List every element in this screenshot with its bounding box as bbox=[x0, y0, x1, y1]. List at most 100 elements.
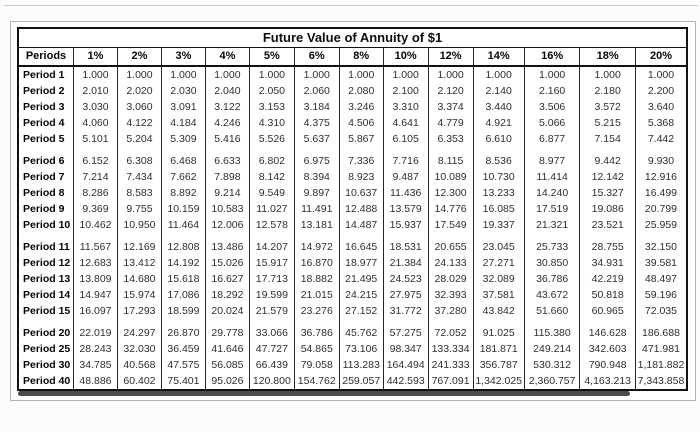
column-header-rate: 20% bbox=[634, 47, 688, 67]
value-cell: 47.575 bbox=[160, 357, 206, 373]
value-cell: 43.672 bbox=[523, 287, 581, 303]
column-header-rate: 16% bbox=[523, 47, 581, 67]
table-row: Period 10 10.462 10.950 11.464 12.006 12.578 1… bbox=[17, 217, 688, 233]
value-cell: 3.246 bbox=[338, 99, 384, 115]
value-cell: 9.549 bbox=[248, 185, 295, 201]
value-cell: 442.593 bbox=[382, 373, 429, 390]
value-cell: 249.214 bbox=[523, 341, 581, 357]
value-cell: 45.762 bbox=[338, 325, 384, 341]
period-label-cell: Period 2 bbox=[17, 83, 74, 99]
table-row: Period 6 6.152 6.308 6.468 6.633 6.802 6.975 7.… bbox=[17, 153, 688, 169]
table-row: Period 25 28.243 32.030 36.459 41.646 47.727 5… bbox=[17, 341, 688, 357]
value-cell: 8.536 bbox=[472, 153, 525, 169]
value-cell: 2.100 bbox=[382, 83, 429, 99]
value-cell: 91.025 bbox=[472, 325, 525, 341]
value-cell: 530.312 bbox=[523, 357, 581, 373]
value-cell: 32.030 bbox=[116, 341, 162, 357]
value-cell: 36.459 bbox=[160, 341, 206, 357]
value-cell: 32.089 bbox=[472, 271, 525, 287]
value-cell: 15.974 bbox=[116, 287, 162, 303]
value-cell: 5.309 bbox=[160, 131, 206, 147]
value-cell: 27.271 bbox=[472, 255, 525, 271]
value-cell: 8.142 bbox=[248, 169, 295, 185]
group-gap-cell bbox=[634, 319, 688, 325]
column-header-rate: 8% bbox=[338, 47, 384, 67]
period-label-cell: Period 5 bbox=[17, 131, 74, 147]
value-cell: 37.581 bbox=[472, 287, 525, 303]
value-cell: 2.140 bbox=[472, 83, 525, 99]
annuity-table-container: Future Value of Annuity of $1 Periods 1%… bbox=[17, 27, 688, 395]
value-cell: 4.122 bbox=[116, 115, 162, 131]
period-label-cell: Period 4 bbox=[17, 115, 74, 131]
group-gap-cell bbox=[204, 233, 250, 239]
column-header-rate: 10% bbox=[382, 47, 429, 67]
value-cell: 21.015 bbox=[293, 287, 340, 303]
value-cell: 13.412 bbox=[116, 255, 162, 271]
value-cell: 3.310 bbox=[382, 99, 429, 115]
value-cell: 16.627 bbox=[204, 271, 250, 287]
table-row: Period 9 9.369 9.755 10.159 10.583 11.027 11.4… bbox=[17, 201, 688, 217]
value-cell: 56.085 bbox=[204, 357, 250, 373]
group-gap-cell bbox=[472, 147, 525, 153]
value-cell: 120.800 bbox=[248, 373, 295, 390]
value-cell: 16.870 bbox=[293, 255, 340, 271]
value-cell: 39.581 bbox=[634, 255, 688, 271]
value-cell: 28.755 bbox=[579, 239, 636, 255]
column-header-rate: 2% bbox=[116, 47, 162, 67]
value-cell: 2.060 bbox=[293, 83, 340, 99]
value-cell: 3.572 bbox=[579, 99, 636, 115]
group-gap-row bbox=[17, 233, 688, 239]
value-cell: 15.026 bbox=[204, 255, 250, 271]
value-cell: 8.923 bbox=[338, 169, 384, 185]
value-cell: 1.000 bbox=[382, 66, 429, 83]
value-cell: 2.160 bbox=[523, 83, 581, 99]
value-cell: 7.434 bbox=[116, 169, 162, 185]
value-cell: 48.497 bbox=[634, 271, 688, 287]
table-row: Period 3 3.030 3.060 3.091 3.122 3.153 3.184 3.… bbox=[17, 99, 688, 115]
value-cell: 18.292 bbox=[204, 287, 250, 303]
period-label-cell: Period 25 bbox=[17, 341, 74, 357]
value-cell: 12.683 bbox=[72, 255, 118, 271]
value-cell: 20.655 bbox=[427, 239, 474, 255]
value-cell: 1,181.882 bbox=[634, 357, 688, 373]
value-cell: 23.276 bbox=[293, 303, 340, 319]
value-cell: 2.050 bbox=[248, 83, 295, 99]
period-label-cell: Period 9 bbox=[17, 201, 74, 217]
value-cell: 7.336 bbox=[338, 153, 384, 169]
value-cell: 59.196 bbox=[634, 287, 688, 303]
value-cell: 1.000 bbox=[634, 66, 688, 83]
value-cell: 16.645 bbox=[338, 239, 384, 255]
value-cell: 27.975 bbox=[382, 287, 429, 303]
value-cell: 1.000 bbox=[293, 66, 340, 83]
value-cell: 3.184 bbox=[293, 99, 340, 115]
value-cell: 7.442 bbox=[634, 131, 688, 147]
column-header-rate: 4% bbox=[204, 47, 250, 67]
value-cell: 2.180 bbox=[579, 83, 636, 99]
value-cell: 22.019 bbox=[72, 325, 118, 341]
value-cell: 12.142 bbox=[579, 169, 636, 185]
value-cell: 9.214 bbox=[204, 185, 250, 201]
value-cell: 14.972 bbox=[293, 239, 340, 255]
value-cell: 33.066 bbox=[248, 325, 295, 341]
table-header-row: Periods 1% 2% 3% 4% 5% 6% 8% 10% 12% 14% 16% 18% 20% bbox=[17, 47, 688, 67]
group-gap-cell bbox=[634, 233, 688, 239]
value-cell: 24.215 bbox=[338, 287, 384, 303]
value-cell: 7.154 bbox=[579, 131, 636, 147]
value-cell: 7.898 bbox=[204, 169, 250, 185]
value-cell: 6.152 bbox=[72, 153, 118, 169]
value-cell: 3.506 bbox=[523, 99, 581, 115]
value-cell: 9.487 bbox=[382, 169, 429, 185]
value-cell: 15.917 bbox=[248, 255, 295, 271]
group-gap-cell bbox=[579, 233, 636, 239]
value-cell: 17.519 bbox=[523, 201, 581, 217]
column-header-rate: 12% bbox=[427, 47, 474, 67]
group-gap-cell bbox=[338, 233, 384, 239]
value-cell: 24.523 bbox=[382, 271, 429, 287]
value-cell: 34.785 bbox=[72, 357, 118, 373]
value-cell: 36.786 bbox=[293, 325, 340, 341]
value-cell: 47.727 bbox=[248, 341, 295, 357]
table-row: Period 11 11.567 12.169 12.808 13.486 14.207 1… bbox=[17, 239, 688, 255]
table-row: Period 12 12.683 13.412 14.192 15.026 15.917 1… bbox=[17, 255, 688, 271]
value-cell: 14.192 bbox=[160, 255, 206, 271]
group-gap-row bbox=[17, 319, 688, 325]
